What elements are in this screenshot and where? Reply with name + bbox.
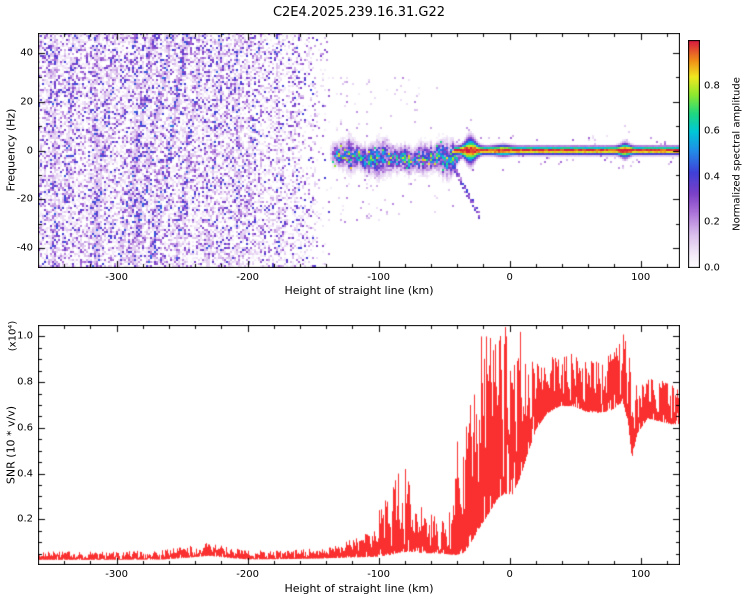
- snr-y-tick-label: 1.0: [17, 330, 33, 342]
- snr-panel: [38, 325, 680, 565]
- colorbar-tick-label: 0.0: [704, 262, 720, 274]
- colorbar: [688, 40, 700, 268]
- snr-x-tick-label: -300: [105, 569, 128, 580]
- colorbar-tick-label: 0.4: [704, 171, 720, 183]
- spectrogram-canvas: [38, 33, 680, 268]
- colorbar-label: Normalized spectral amplitude: [731, 77, 743, 231]
- colorbar-tick-label: 0.8: [704, 80, 720, 92]
- snr-y-tick-label: 0.4: [17, 468, 33, 480]
- spectrogram-y-tick-label: 40: [20, 47, 33, 59]
- spectrogram-y-tick-label: -40: [16, 242, 33, 254]
- snr-canvas: [38, 325, 680, 565]
- snr-y-tick-label: 0.8: [17, 376, 33, 388]
- snr-y-tick-label: 0.2: [17, 513, 33, 525]
- spectrogram-y-tick-label: -20: [16, 193, 33, 205]
- plot-title: C2E4.2025.239.16.31.G22: [272, 5, 446, 20]
- spectrogram-panel: [38, 33, 680, 268]
- colorbar-tick-label: 0.6: [704, 125, 720, 137]
- spectrogram-y-tick-label: 20: [20, 96, 33, 108]
- snr-x-tick-label: -200: [236, 569, 259, 580]
- snr-x-axis-label: Height of straight line (km): [284, 582, 434, 595]
- snr-x-tick-label: -100: [367, 569, 390, 580]
- spectrogram-y-axis-label: Frequency (Hz): [4, 108, 18, 192]
- snr-x-tick-label: 0: [506, 569, 513, 580]
- snr-y-axis-label: SNR (10 * v/v): [4, 405, 18, 485]
- spectrogram-x-tick-label: -300: [105, 272, 128, 283]
- spectrogram-x-tick-label: -200: [236, 272, 259, 283]
- spectrogram-x-tick-label: 0: [506, 272, 513, 283]
- spectrogram-x-tick-label: -100: [367, 272, 390, 283]
- snr-y-tick-label: 0.6: [17, 422, 33, 434]
- spectrogram-y-tick-label: 0: [26, 145, 33, 156]
- spectrogram-x-tick-label: 100: [631, 272, 651, 283]
- colorbar-tick-label: 0.2: [704, 216, 720, 228]
- spectrogram-x-axis-label: Height of straight line (km): [284, 284, 434, 297]
- snr-x-tick-label: 100: [631, 569, 651, 580]
